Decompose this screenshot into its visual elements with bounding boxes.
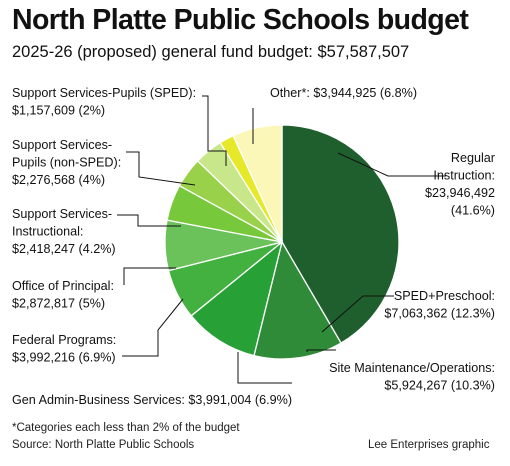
leader-line-2 bbox=[306, 349, 336, 352]
leader-line-7 bbox=[126, 151, 196, 186]
slice-label-1-line-1: $7,063,362 (12.3%) bbox=[384, 307, 495, 321]
chart-title: North Platte Public Schools budget bbox=[12, 4, 469, 36]
pie-slice-0 bbox=[281, 124, 400, 344]
slice-label-6-line-2: $2,418,247 (4.2%) bbox=[12, 242, 116, 256]
slice-label-2-line-0: Site Maintenance/Operations: bbox=[329, 361, 495, 375]
slice-label-0-line-0: Regular bbox=[451, 151, 495, 165]
slice-label-0-line-3: (41.6%) bbox=[451, 204, 495, 218]
slice-label-7-line-0: Support Services- bbox=[12, 138, 112, 152]
slice-label-8-line-0: Support Services-Pupils (SPED): bbox=[12, 86, 196, 100]
leader-line-4 bbox=[122, 298, 184, 357]
slice-label-9-line-0: Other*: $3,944,925 (6.8%) bbox=[270, 86, 417, 100]
slice-label-5-line-0: Office of Principal: bbox=[12, 279, 114, 293]
slice-label-0-line-2: $23,946,492 bbox=[425, 186, 495, 200]
pie-slice-2 bbox=[190, 240, 284, 357]
leader-line-0 bbox=[337, 152, 446, 177]
leader-line-1 bbox=[321, 295, 394, 333]
leader-line-6 bbox=[117, 214, 181, 227]
slice-label-7-line-1: Pupils (non-SPED): bbox=[12, 156, 121, 170]
slice-label-7-line-2: $2,276,568 (4%) bbox=[12, 173, 105, 187]
slice-label-1-line-0: SPED+Preschool: bbox=[394, 289, 495, 303]
footnote: *Categories each less than 2% of the bud… bbox=[12, 422, 240, 434]
pie-slice-1 bbox=[253, 240, 342, 360]
slice-label-6-line-1: Instructional: bbox=[12, 225, 83, 239]
slice-label-4-line-0: Federal Programs: bbox=[12, 333, 116, 347]
leader-line-3 bbox=[237, 352, 292, 384]
slice-label-3-line-0: Gen Admin-Business Services: $3,991,004 … bbox=[12, 393, 292, 407]
leader-line-5 bbox=[123, 267, 176, 285]
pie-slice-9 bbox=[232, 124, 283, 243]
slice-label-5-line-1: $2,872,817 (5%) bbox=[12, 297, 105, 311]
source-note: Source: North Platte Public Schools bbox=[12, 439, 195, 451]
slice-label-8-line-1: $1,157,609 (2%) bbox=[12, 104, 105, 118]
chart-subtitle: 2025-26 (proposed) general fund budget: … bbox=[12, 43, 410, 61]
slice-label-2-line-1: $5,924,267 (10.3%) bbox=[384, 379, 495, 393]
credit-note: Lee Enterprises graphic bbox=[368, 439, 490, 451]
leader-line-8 bbox=[202, 95, 227, 166]
slice-label-0-line-1: Instruction: bbox=[433, 169, 495, 183]
slice-label-6-line-0: Support Services- bbox=[12, 207, 112, 221]
slice-label-4-line-1: $3,992,216 (6.9%) bbox=[12, 351, 116, 365]
